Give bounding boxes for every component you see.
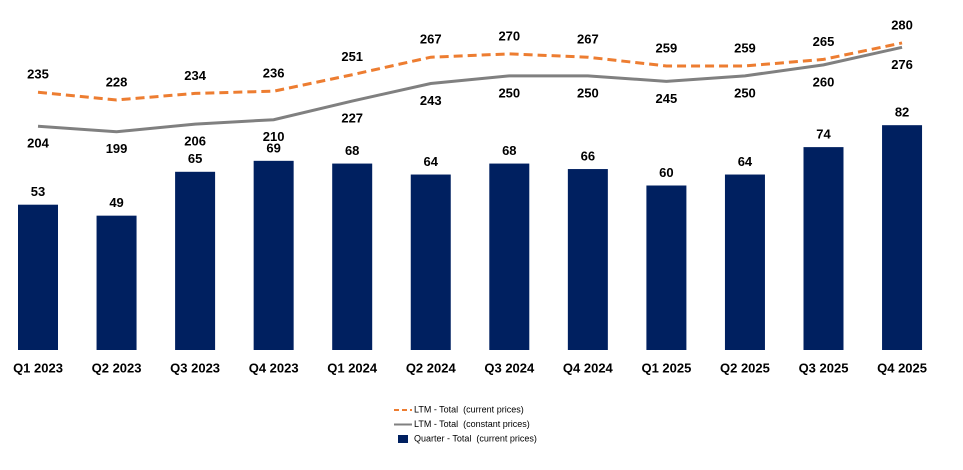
value-label: 260 [813,74,835,89]
legend-label: LTM - Total (constant prices) [414,419,530,429]
x-tick-label: Q3 2023 [170,360,220,375]
value-label: 206 [184,134,206,149]
value-label: 204 [27,136,49,151]
value-label: 82 [895,105,909,120]
value-label: 228 [106,74,128,89]
legend-label: Quarter - Total (current prices) [414,433,537,443]
value-label: 199 [106,141,128,156]
value-label: 49 [109,195,123,210]
value-label: 60 [659,165,673,180]
value-label: 210 [263,129,285,144]
x-tick-label: Q4 2025 [877,360,927,375]
line [37,41,903,102]
bar [175,171,216,350]
value-label: 250 [498,85,520,100]
bar [724,174,765,350]
legend-swatch [398,435,408,443]
x-tick-label: Q1 2024 [327,360,378,375]
value-label: 267 [420,32,442,47]
value-label: 69 [266,140,280,155]
x-tick-label: Q4 2023 [249,360,299,375]
value-label: 250 [734,85,756,100]
bar [803,147,844,350]
x-tick-label: Q2 2024 [406,360,457,375]
value-label: 235 [27,67,49,82]
value-label: 64 [424,154,439,169]
value-label: 259 [734,40,756,55]
value-label: 251 [341,49,363,64]
bar [96,215,137,350]
bar [646,185,687,350]
x-tick-label: Q1 2025 [641,360,691,375]
x-tick-label: Q3 2024 [484,360,535,375]
value-label: 66 [581,148,595,163]
bar [332,163,373,350]
value-label: 234 [184,68,206,83]
value-label: 68 [502,143,516,158]
value-label: 280 [891,17,913,32]
bar [489,163,530,350]
value-label: 64 [738,154,753,169]
value-label: 267 [577,32,599,47]
bar [882,125,923,350]
value-label: 74 [816,127,831,142]
value-label: 245 [656,91,678,106]
bar [410,174,451,350]
value-label: 250 [577,85,599,100]
bar [18,204,58,350]
value-label: 53 [31,184,45,199]
value-label: 265 [813,34,835,49]
x-tick-label: Q2 2025 [720,360,770,375]
value-label: 276 [891,57,913,72]
legend-label: LTM - Total (current prices) [414,404,524,414]
bar [253,160,294,350]
value-label: 236 [263,66,285,81]
value-label: 68 [345,143,359,158]
x-tick-label: Q3 2025 [799,360,849,375]
value-label: 270 [498,28,520,43]
value-label: 259 [656,40,678,55]
bar [567,169,608,350]
x-tick-label: Q1 2023 [13,360,63,375]
value-label: 227 [341,110,363,125]
value-label: 243 [420,93,442,108]
value-label: 65 [188,151,202,166]
x-tick-label: Q2 2023 [92,360,142,375]
x-tick-label: Q4 2024 [563,360,614,375]
line [37,45,903,134]
